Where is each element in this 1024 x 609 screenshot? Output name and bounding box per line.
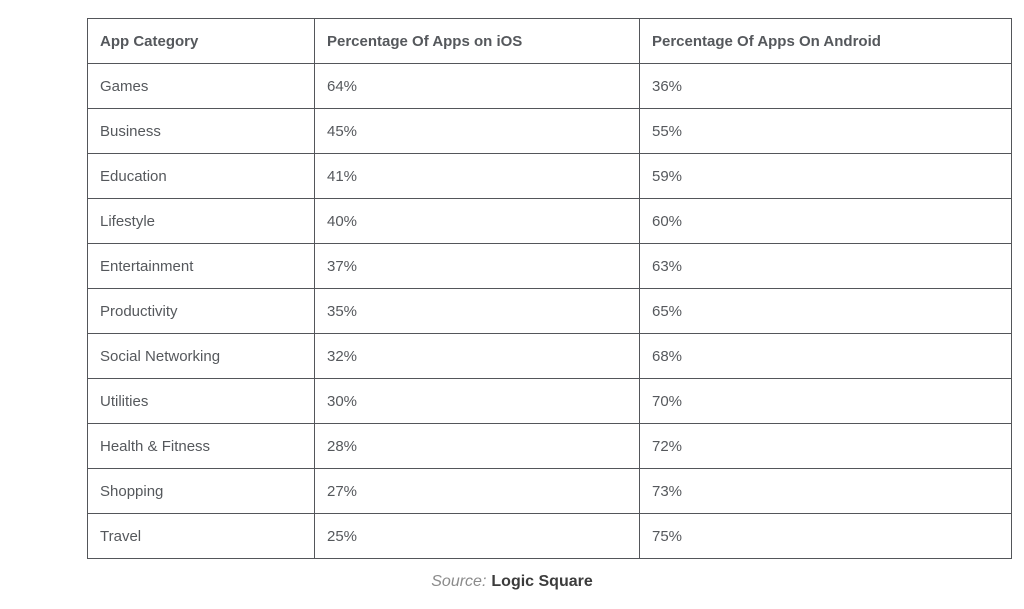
table-row: Utilities 30% 70% xyxy=(87,378,1012,424)
cell-android: 68% xyxy=(639,333,1012,379)
header-cell-android: Percentage Of Apps On Android xyxy=(639,18,1012,64)
table-row: Education 41% 59% xyxy=(87,153,1012,199)
header-cell-category: App Category xyxy=(87,18,315,64)
cell-category: Shopping xyxy=(87,468,315,514)
cell-android: 65% xyxy=(639,288,1012,334)
table-row: Productivity 35% 65% xyxy=(87,288,1012,334)
cell-android: 70% xyxy=(639,378,1012,424)
table-row: Shopping 27% 73% xyxy=(87,468,1012,514)
table-row: Travel 25% 75% xyxy=(87,513,1012,559)
cell-ios: 37% xyxy=(314,243,640,289)
cell-ios: 41% xyxy=(314,153,640,199)
cell-android: 59% xyxy=(639,153,1012,199)
table-row: Health & Fitness 28% 72% xyxy=(87,423,1012,469)
cell-ios: 27% xyxy=(314,468,640,514)
cell-ios: 25% xyxy=(314,513,640,559)
header-cell-ios: Percentage Of Apps on iOS xyxy=(314,18,640,64)
cell-category: Education xyxy=(87,153,315,199)
cell-ios: 30% xyxy=(314,378,640,424)
source-label: Source: xyxy=(431,573,487,590)
cell-category: Productivity xyxy=(87,288,315,334)
table-row: Business 45% 55% xyxy=(87,108,1012,154)
table-row: Games 64% 36% xyxy=(87,63,1012,109)
source-caption: Source: Logic Square xyxy=(0,573,1024,591)
header-row: App Category Percentage Of Apps on iOS P… xyxy=(87,18,1012,64)
cell-category: Social Networking xyxy=(87,333,315,379)
cell-category: Games xyxy=(87,63,315,109)
table-header: App Category Percentage Of Apps on iOS P… xyxy=(87,18,1012,64)
cell-android: 55% xyxy=(639,108,1012,154)
table-row: Entertainment 37% 63% xyxy=(87,243,1012,289)
cell-android: 72% xyxy=(639,423,1012,469)
app-category-table: App Category Percentage Of Apps on iOS P… xyxy=(87,18,1012,559)
cell-category: Business xyxy=(87,108,315,154)
cell-android: 75% xyxy=(639,513,1012,559)
cell-android: 63% xyxy=(639,243,1012,289)
cell-ios: 35% xyxy=(314,288,640,334)
cell-ios: 45% xyxy=(314,108,640,154)
cell-ios: 32% xyxy=(314,333,640,379)
cell-category: Utilities xyxy=(87,378,315,424)
cell-ios: 64% xyxy=(314,63,640,109)
cell-ios: 28% xyxy=(314,423,640,469)
cell-android: 60% xyxy=(639,198,1012,244)
table-row: Lifestyle 40% 60% xyxy=(87,198,1012,244)
cell-category: Health & Fitness xyxy=(87,423,315,469)
source-value: Logic Square xyxy=(491,573,593,590)
cell-category: Travel xyxy=(87,513,315,559)
cell-android: 36% xyxy=(639,63,1012,109)
cell-category: Lifestyle xyxy=(87,198,315,244)
table-body: Games 64% 36% Business 45% 55% Education 41% 59%… xyxy=(87,63,1012,559)
cell-ios: 40% xyxy=(314,198,640,244)
cell-android: 73% xyxy=(639,468,1012,514)
cell-category: Entertainment xyxy=(87,243,315,289)
table-row: Social Networking 32% 68% xyxy=(87,333,1012,379)
